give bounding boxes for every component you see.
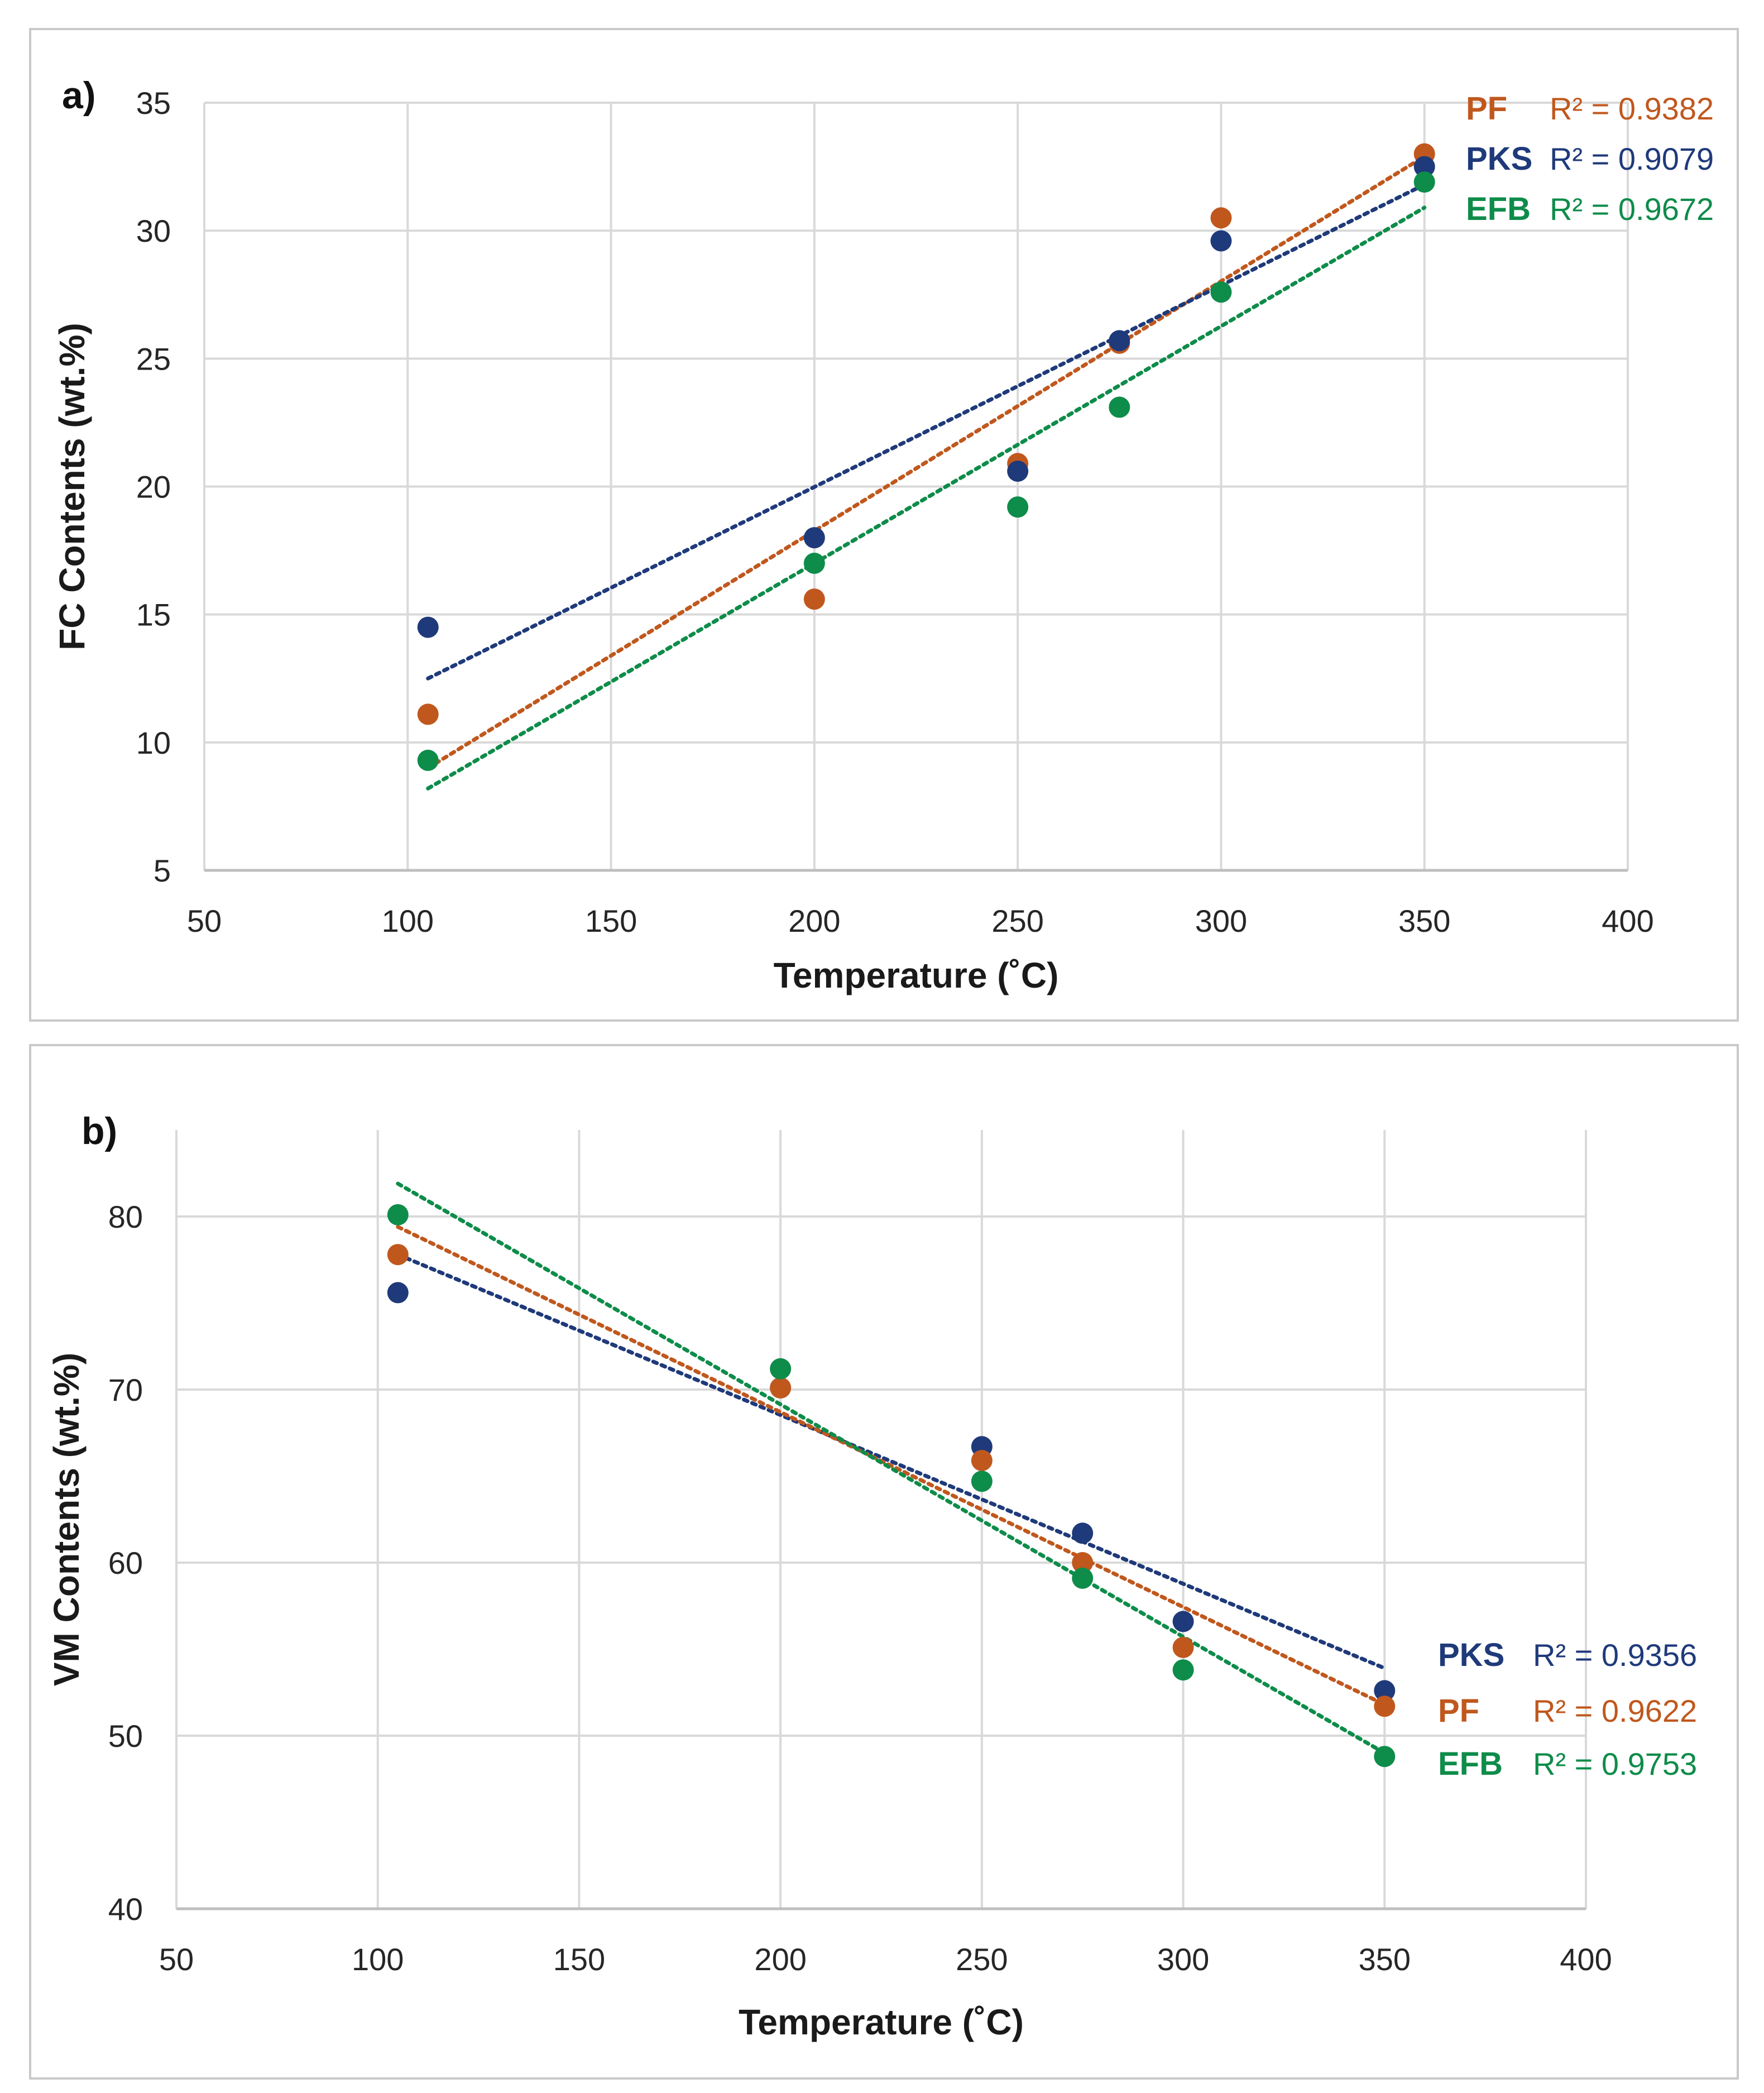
data-point-pks — [417, 616, 439, 638]
x-tick-label: 300 — [1195, 903, 1247, 938]
legend-name-pf: PF — [1438, 1693, 1479, 1729]
data-point-pf — [770, 1377, 792, 1398]
data-point-efb — [1109, 396, 1130, 418]
data-point-efb — [387, 1204, 409, 1225]
x-tick-label: 400 — [1560, 1942, 1612, 1977]
x-axis-title: Temperature (˚C) — [774, 955, 1059, 995]
gridlines — [175, 1130, 1587, 1910]
trendline-pks — [396, 1252, 1387, 1670]
y-tick-label: 25 — [136, 341, 171, 376]
data-point-efb — [1172, 1659, 1194, 1681]
data-point-pks — [803, 527, 825, 549]
data-point-pf — [1172, 1636, 1194, 1658]
data-point-efb — [417, 749, 439, 771]
y-tick-label: 50 — [108, 1718, 143, 1754]
y-axis-title: FC Contents (wt.%) — [52, 323, 92, 650]
y-tick-label: 5 — [154, 853, 171, 888]
x-tick-label: 300 — [1157, 1942, 1209, 1977]
x-tick-label: 150 — [585, 903, 637, 938]
y-tick-label: 70 — [108, 1372, 143, 1407]
data-point-pks — [1007, 461, 1029, 482]
data-point-efb — [971, 1471, 993, 1492]
y-tick-label: 20 — [136, 470, 171, 505]
data-point-pks — [1109, 330, 1130, 352]
y-tick-label: 15 — [136, 597, 171, 633]
fc-contents-chart: 50 100 150 200 250 300 350 400 5 10 15 20 25 30 35 Temp… — [52, 74, 1714, 995]
data-point-efb — [1072, 1567, 1094, 1589]
gridlines — [203, 102, 1629, 871]
x-tick-label: 50 — [159, 1942, 194, 1977]
data-point-pf — [387, 1244, 409, 1266]
x-tick-label: 350 — [1359, 1942, 1411, 1977]
trendline-pf — [426, 154, 1427, 770]
panel-label: b) — [82, 1110, 117, 1152]
legend-r2-pks: R² = 0.9079 — [1550, 141, 1714, 176]
x-tick-label: 100 — [382, 903, 434, 938]
x-tick-label: 150 — [553, 1942, 605, 1977]
data-point-efb — [1210, 281, 1232, 303]
legend-name-efb: EFB — [1466, 191, 1531, 227]
y-tick-label: 60 — [108, 1545, 143, 1580]
legend-name-efb: EFB — [1438, 1746, 1503, 1782]
legend-r2-pks: R² = 0.9356 — [1533, 1637, 1697, 1673]
data-point-pks — [1072, 1522, 1094, 1544]
x-tick-label: 350 — [1398, 903, 1450, 938]
data-point-efb — [803, 553, 825, 574]
data-point-pks — [1413, 156, 1435, 178]
y-tick-label: 30 — [136, 213, 171, 248]
trendline-efb — [426, 205, 1427, 791]
data-point-pf — [971, 1450, 993, 1472]
data-point-pks — [387, 1282, 409, 1304]
data-point-efb — [1007, 496, 1029, 518]
data-point-pks — [1374, 1680, 1396, 1702]
vm-contents-chart: 50 100 150 200 250 300 350 400 40 50 60 70 80 Tempera… — [46, 1110, 1697, 2042]
x-tick-label: 250 — [991, 903, 1043, 938]
legend-r2-pf: R² = 0.9382 — [1550, 91, 1714, 126]
trendline-pks — [426, 183, 1427, 681]
data-point-efb — [1374, 1746, 1396, 1768]
panel-label: a) — [62, 74, 95, 117]
legend-name-pks: PKS — [1438, 1637, 1504, 1673]
data-point-pks — [1172, 1611, 1194, 1632]
data-point-efb — [770, 1358, 792, 1380]
data-point-pf — [1210, 207, 1232, 229]
y-tick-label: 80 — [108, 1199, 143, 1234]
x-tick-label: 50 — [187, 903, 222, 938]
y-tick-label: 10 — [136, 725, 171, 760]
chart-panel-b: 50 100 150 200 250 300 350 400 40 50 60 70 80 Tempera… — [29, 1044, 1739, 2080]
trendline-efb — [396, 1181, 1387, 1755]
data-point-pf — [1072, 1552, 1094, 1573]
x-tick-label: 400 — [1602, 903, 1653, 938]
x-tick-label: 200 — [788, 903, 840, 938]
legend-name-pf: PF — [1466, 90, 1507, 127]
x-tick-label: 100 — [352, 1942, 404, 1977]
legend-r2-pf: R² = 0.9622 — [1533, 1693, 1697, 1728]
legend-name-pks: PKS — [1466, 141, 1532, 177]
x-tick-label: 200 — [754, 1942, 806, 1977]
data-point-pf — [417, 703, 439, 725]
legend-r2-efb: R² = 0.9753 — [1533, 1746, 1697, 1781]
x-axis-title: Temperature (˚C) — [739, 2002, 1024, 2042]
legend-r2-efb: R² = 0.9672 — [1550, 191, 1714, 227]
data-point-pks — [1210, 230, 1232, 252]
chart-panel-a: 50 100 150 200 250 300 350 400 5 10 15 20 25 30 35 Temp… — [29, 28, 1739, 1022]
y-tick-label: 35 — [136, 85, 171, 121]
data-point-pf — [1374, 1696, 1396, 1717]
trendline-pf — [396, 1225, 1387, 1707]
data-point-pf — [803, 588, 825, 610]
x-tick-label: 250 — [956, 1942, 1008, 1977]
y-axis-title: VM Contents (wt.%) — [46, 1353, 87, 1686]
y-tick-label: 40 — [108, 1891, 143, 1927]
data-point-efb — [1413, 171, 1435, 193]
